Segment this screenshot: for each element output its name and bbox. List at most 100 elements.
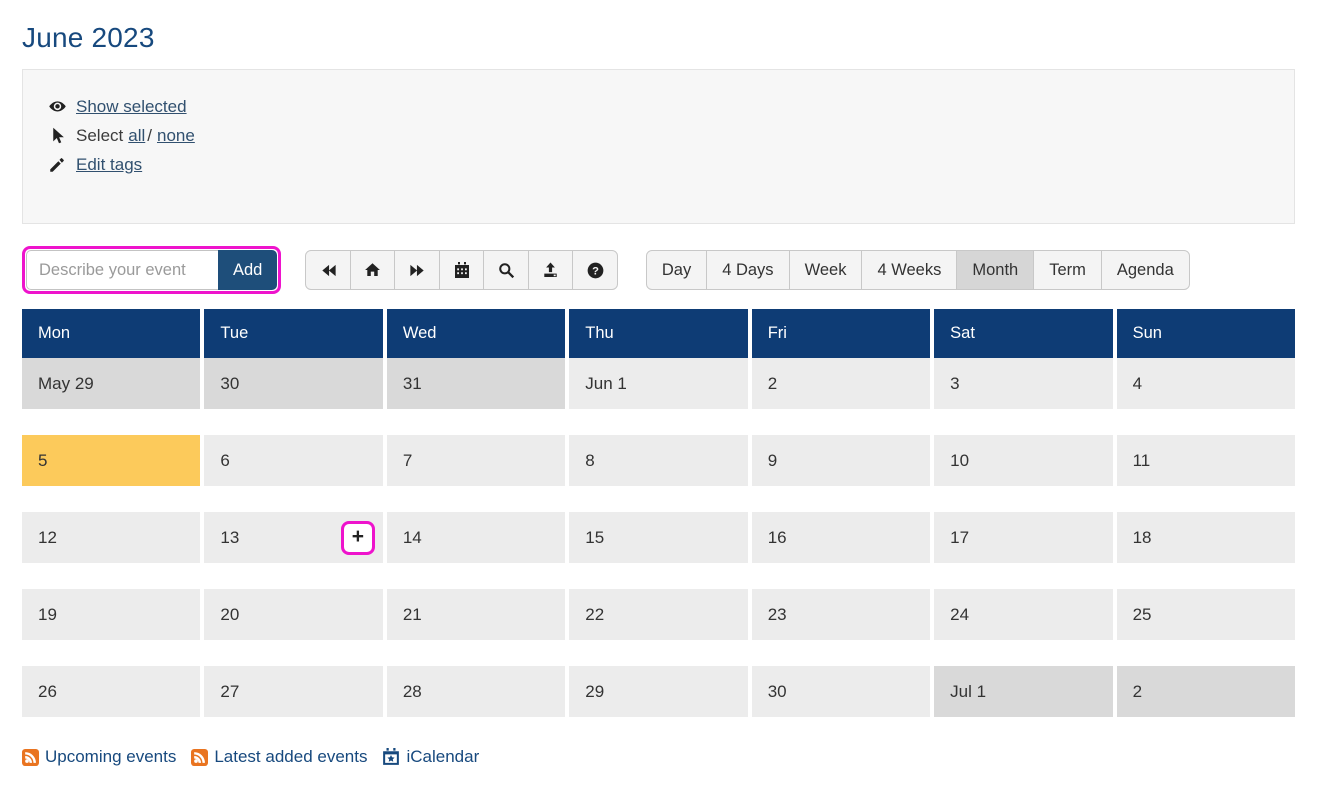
latest-added-events-link[interactable]: Latest added events	[191, 747, 367, 767]
help-button[interactable]: ?	[572, 250, 618, 290]
day-cell-23[interactable]: 23	[751, 589, 931, 640]
day-number: 7	[402, 450, 413, 470]
day-number: 12	[38, 527, 57, 547]
next-button[interactable]	[394, 250, 440, 290]
view-tab-4-days[interactable]: 4 Days	[706, 250, 790, 290]
icalendar-link[interactable]: iCalendar	[382, 747, 479, 767]
day-cell-jul-1[interactable]: Jul 1	[934, 666, 1113, 717]
day-number: 9	[767, 450, 778, 470]
previous-button[interactable]	[305, 250, 351, 290]
day-cell-8[interactable]: 8	[569, 435, 748, 486]
day-cell-4[interactable]: 4	[1116, 358, 1295, 409]
day-number: 5	[38, 450, 48, 470]
day-cell-jun-1[interactable]: Jun 1	[569, 358, 748, 409]
edit-tags-row: Edit tags	[47, 150, 1270, 179]
day-number: 26	[38, 681, 57, 701]
view-switcher: Day 4 Days Week 4 Weeks Month Term Agenda	[645, 250, 1190, 290]
select-all-link[interactable]: all	[128, 125, 146, 145]
day-cell-30[interactable]: 30	[204, 358, 383, 409]
day-number: 30	[767, 681, 787, 701]
day-cell-20[interactable]: 20	[204, 589, 383, 640]
day-cell-16[interactable]: 16	[751, 512, 931, 563]
view-tab-agenda[interactable]: Agenda	[1100, 250, 1190, 290]
day-cell-12[interactable]: 12	[22, 512, 201, 563]
day-cell-10[interactable]: 10	[934, 435, 1113, 486]
weekday-header-mon: Mon	[22, 309, 201, 358]
view-tab-month[interactable]: Month	[956, 250, 1035, 290]
weekday-header-thu: Thu	[569, 309, 748, 358]
add-event-day-button[interactable]: +	[340, 520, 375, 555]
day-cell-30[interactable]: 30	[751, 666, 931, 717]
add-event-button[interactable]: Add	[218, 250, 278, 290]
weekday-header-sat: Sat	[934, 309, 1113, 358]
select-row: Select all / none	[47, 121, 1270, 150]
day-cell-17[interactable]: 17	[934, 512, 1113, 563]
day-cell-14[interactable]: 14	[386, 512, 566, 563]
show-selected-link[interactable]: Show selected	[76, 96, 187, 116]
day-cell-18[interactable]: 18	[1116, 512, 1295, 563]
day-number: 24	[950, 604, 970, 624]
event-description-input[interactable]	[26, 250, 218, 290]
home-button[interactable]	[349, 250, 396, 290]
weekday-header-tue: Tue	[204, 309, 383, 358]
day-cell-11[interactable]: 11	[1116, 435, 1295, 486]
day-cell-5[interactable]: 5	[22, 435, 201, 486]
select-none-link[interactable]: none	[157, 125, 195, 145]
day-number: 4	[1132, 373, 1143, 393]
view-tab-term[interactable]: Term	[1033, 250, 1102, 290]
day-cell-31[interactable]: 31	[386, 358, 566, 409]
fast-forward-icon	[409, 263, 426, 278]
day-cell-3[interactable]: 3	[934, 358, 1113, 409]
edit-tags-link[interactable]: Edit tags	[76, 154, 143, 174]
day-number: Jun 1	[585, 373, 627, 393]
day-cell-22[interactable]: 22	[569, 589, 748, 640]
help-icon: ?	[587, 262, 604, 279]
day-cell-26[interactable]: 26	[22, 666, 201, 717]
view-tab-4-weeks[interactable]: 4 Weeks	[861, 250, 958, 290]
day-cell-7[interactable]: 7	[386, 435, 566, 486]
day-cell-may-29[interactable]: May 29	[22, 358, 201, 409]
day-number: 10	[950, 450, 970, 470]
day-number: 22	[585, 604, 605, 624]
week-row-1: May 29 30 31 Jun 1 2 3 4	[22, 358, 1295, 409]
week-row-4: 19 20 21 22 23 24 25	[22, 589, 1295, 640]
day-cell-27[interactable]: 27	[204, 666, 383, 717]
add-event-form: Add	[22, 246, 282, 294]
day-number: 27	[220, 681, 240, 701]
calendar-page: June 2023 Show selected Select all / non…	[0, 22, 1317, 767]
selection-tools-panel: Show selected Select all / none Edit tag…	[22, 69, 1295, 224]
upload-button[interactable]	[527, 250, 574, 290]
day-cell-15[interactable]: 15	[569, 512, 748, 563]
day-cell-13[interactable]: 13 +	[204, 512, 383, 563]
day-cell-2[interactable]: 2	[1116, 666, 1295, 717]
day-cell-25[interactable]: 25	[1116, 589, 1295, 640]
day-number: Jul 1	[950, 681, 987, 701]
rss-icon	[22, 748, 39, 766]
day-cell-9[interactable]: 9	[751, 435, 931, 486]
upcoming-events-link[interactable]: Upcoming events	[22, 747, 176, 767]
day-number: 28	[402, 681, 422, 701]
day-number: 14	[402, 527, 422, 547]
view-tab-day[interactable]: Day	[645, 250, 708, 290]
day-cell-24[interactable]: 24	[934, 589, 1113, 640]
day-cell-21[interactable]: 21	[386, 589, 566, 640]
home-icon	[364, 262, 381, 278]
fast-backward-icon	[320, 263, 337, 278]
day-cell-6[interactable]: 6	[204, 435, 383, 486]
day-cell-2[interactable]: 2	[751, 358, 931, 409]
search-button[interactable]	[483, 250, 529, 290]
day-cell-28[interactable]: 28	[386, 666, 566, 717]
rss-icon	[191, 748, 209, 766]
week-row-5: 26 27 28 29 30 Jul 1 2	[22, 666, 1295, 717]
day-cell-19[interactable]: 19	[22, 589, 201, 640]
view-tab-week[interactable]: Week	[788, 250, 863, 290]
week-row-2: 5 6 7 8 9 10 11	[22, 435, 1295, 486]
day-number: May 29	[38, 373, 94, 393]
footer-link-label: iCalendar	[406, 747, 480, 766]
calendar-weeks: May 29 30 31 Jun 1 2 3 4 5 6 7 8 9 10 11 12 13 +14 15 16 17…	[22, 358, 1295, 717]
day-number: 3	[950, 373, 960, 393]
day-number: 19	[38, 604, 57, 624]
goto-date-button[interactable]	[438, 250, 485, 290]
day-number: 31	[402, 373, 422, 393]
day-cell-29[interactable]: 29	[569, 666, 748, 717]
